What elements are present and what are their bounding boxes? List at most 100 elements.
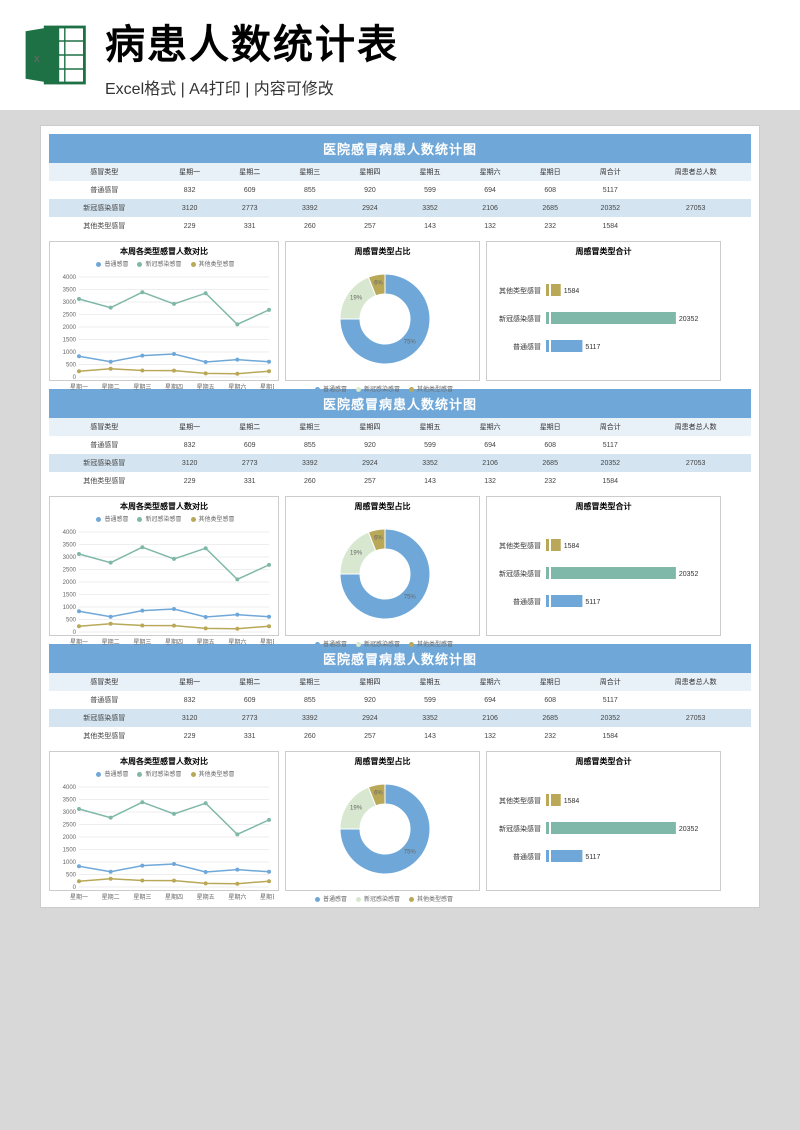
svg-text:1500: 1500	[63, 338, 77, 344]
chart-title: 周感冒类型占比	[290, 501, 475, 512]
table-cell: 143	[400, 727, 460, 745]
table-cell: 普通感冒	[49, 691, 160, 709]
chart-legend: 普通感冒新冠感染感冒其他类型感冒	[54, 514, 274, 523]
chart-title: 周感冒类型合计	[491, 756, 716, 767]
svg-text:1584: 1584	[564, 543, 580, 550]
table-row: 其他类型感冒2293312602571431322321584	[49, 727, 751, 745]
table-cell: 609	[220, 436, 280, 454]
svg-text:1500: 1500	[63, 593, 77, 599]
svg-text:2000: 2000	[63, 835, 77, 841]
table-cell: 2106	[460, 199, 520, 217]
table-cell: 608	[520, 181, 580, 199]
table-cell: 260	[280, 472, 340, 490]
table-cell: 609	[220, 181, 280, 199]
svg-text:6%: 6%	[374, 536, 383, 542]
table-cell	[640, 217, 751, 235]
table-row: 其他类型感冒2293312602571431322321584	[49, 217, 751, 235]
table-cell: 普通感冒	[49, 436, 160, 454]
svg-text:5117: 5117	[585, 344, 600, 351]
table-cell: 新冠感染感冒	[49, 199, 160, 217]
table-cell: 27053	[640, 454, 751, 472]
table-cell	[640, 727, 751, 745]
table-header: 星期一	[160, 163, 220, 181]
table-cell: 3352	[400, 199, 460, 217]
svg-text:2000: 2000	[63, 580, 77, 586]
table-cell: 260	[280, 727, 340, 745]
svg-text:星期一: 星期一	[70, 638, 88, 646]
table-row: 普通感冒8326098559205996946085117	[49, 436, 751, 454]
table-cell: 3352	[400, 454, 460, 472]
table-cell: 5117	[580, 181, 640, 199]
table-header: 周合计	[580, 418, 640, 436]
table-header: 星期五	[400, 418, 460, 436]
svg-text:3000: 3000	[63, 555, 77, 561]
chart-title: 周感冒类型合计	[491, 501, 716, 512]
svg-text:5117: 5117	[585, 854, 600, 861]
table-cell: 新冠感染感冒	[49, 709, 160, 727]
table-cell: 229	[160, 217, 220, 235]
svg-text:19%: 19%	[350, 295, 363, 301]
table-cell: 2924	[340, 199, 400, 217]
section-title: 医院感冒病患人数统计图	[49, 134, 751, 163]
table-cell: 257	[340, 472, 400, 490]
table-cell	[640, 691, 751, 709]
table-header: 星期一	[160, 673, 220, 691]
table-header: 星期二	[220, 673, 280, 691]
svg-text:1584: 1584	[564, 288, 580, 295]
table-header: 星期四	[340, 673, 400, 691]
table-header: 星期四	[340, 163, 400, 181]
table-cell: 3120	[160, 454, 220, 472]
chart-title: 周感冒类型合计	[491, 246, 716, 257]
bar-chart: 周感冒类型合计其他类型感冒1584新冠感染感冒20352普通感冒5117	[486, 751, 721, 891]
svg-text:4000: 4000	[63, 530, 77, 536]
sheet-container: 医院感冒病患人数统计图感冒类型星期一星期二星期三星期四星期五星期六星期日周合计周…	[40, 125, 760, 908]
table-cell: 608	[520, 691, 580, 709]
svg-text:3500: 3500	[63, 288, 77, 294]
svg-text:星期五: 星期五	[197, 893, 215, 901]
table-cell: 257	[340, 217, 400, 235]
table-header: 周患者总人数	[640, 163, 751, 181]
header-subtitle: Excel格式 | A4打印 | 内容可修改	[105, 75, 780, 99]
stat-section: 医院感冒病患人数统计图感冒类型星期一星期二星期三星期四星期五星期六星期日周合计周…	[49, 389, 751, 636]
table-cell: 27053	[640, 199, 751, 217]
table-cell: 331	[220, 217, 280, 235]
header-title: 病患人数统计表	[105, 12, 780, 70]
table-cell: 143	[400, 472, 460, 490]
table-cell: 1584	[580, 727, 640, 745]
svg-text:3000: 3000	[63, 810, 77, 816]
stat-section: 医院感冒病患人数统计图感冒类型星期一星期二星期三星期四星期五星期六星期日周合计周…	[49, 134, 751, 381]
table-header: 星期四	[340, 418, 400, 436]
table-cell: 599	[400, 181, 460, 199]
line-chart: 本周各类型感冒人数对比 普通感冒新冠感染感冒其他类型感冒050010001500…	[49, 751, 279, 891]
table-cell: 20352	[580, 709, 640, 727]
data-table: 感冒类型星期一星期二星期三星期四星期五星期六星期日周合计周患者总人数普通感冒83…	[49, 418, 751, 490]
table-header: 星期一	[160, 418, 220, 436]
svg-text:500: 500	[66, 363, 77, 369]
svg-text:其他类型感冒: 其他类型感冒	[499, 796, 541, 805]
table-header: 星期日	[520, 673, 580, 691]
svg-text:星期三: 星期三	[133, 893, 151, 901]
chart-legend: 普通感冒新冠感染感冒其他类型感冒	[290, 639, 475, 648]
table-cell: 855	[280, 691, 340, 709]
svg-text:星期四: 星期四	[165, 893, 183, 901]
table-header: 星期日	[520, 418, 580, 436]
svg-text:500: 500	[66, 618, 77, 624]
svg-text:6%: 6%	[374, 281, 383, 287]
svg-text:4000: 4000	[63, 275, 77, 281]
table-cell: 832	[160, 436, 220, 454]
table-header: 星期六	[460, 163, 520, 181]
chart-legend: 普通感冒新冠感染感冒其他类型感冒	[54, 259, 274, 268]
svg-text:1000: 1000	[63, 350, 77, 356]
chart-title: 本周各类型感冒人数对比	[54, 756, 274, 767]
svg-text:星期三: 星期三	[133, 383, 151, 391]
data-table: 感冒类型星期一星期二星期三星期四星期五星期六星期日周合计周患者总人数普通感冒83…	[49, 673, 751, 745]
table-cell: 2685	[520, 199, 580, 217]
table-cell: 2773	[220, 199, 280, 217]
table-cell	[640, 181, 751, 199]
table-cell: 232	[520, 217, 580, 235]
table-cell: 832	[160, 181, 220, 199]
bar-chart: 周感冒类型合计其他类型感冒1584新冠感染感冒20352普通感冒5117	[486, 496, 721, 636]
table-cell: 608	[520, 436, 580, 454]
table-cell: 2106	[460, 454, 520, 472]
svg-text:3500: 3500	[63, 798, 77, 804]
